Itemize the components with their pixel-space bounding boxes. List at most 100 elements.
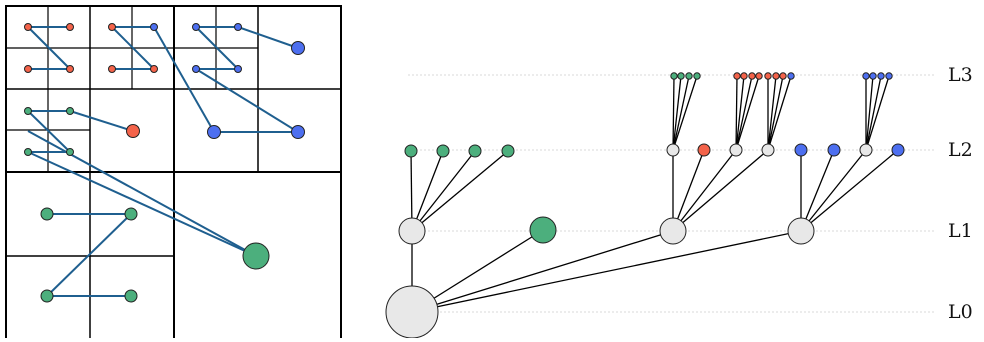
tree-edge — [411, 150, 509, 232]
internal-node — [659, 217, 687, 245]
z-order-segments — [27, 26, 299, 297]
z-order-segment — [195, 68, 299, 133]
z-order-segment — [153, 26, 215, 133]
point-red — [24, 23, 32, 31]
point-green — [40, 289, 54, 303]
leaf-node-blue — [827, 143, 841, 157]
tree-edge — [767, 75, 784, 151]
point-blue — [291, 125, 305, 139]
point-red — [126, 124, 140, 138]
leaf-node-red — [764, 72, 772, 80]
leaf-node-blue — [885, 72, 893, 80]
z-order-segment — [195, 26, 239, 70]
level-label-l2: L2 — [948, 139, 973, 161]
point-blue — [150, 23, 158, 31]
tree-edge — [735, 75, 738, 151]
tree-edge — [672, 149, 737, 232]
leaf-node-red — [779, 72, 787, 80]
point-green — [124, 207, 138, 221]
point-red — [108, 23, 116, 31]
leaf-node-red — [697, 143, 711, 157]
tree-edge — [411, 150, 476, 232]
tree-edge — [767, 75, 777, 151]
point-red — [108, 65, 116, 73]
point-green — [66, 148, 74, 156]
internal-node — [761, 143, 775, 157]
leaf-node-blue — [787, 72, 795, 80]
point-red — [66, 23, 74, 31]
point-red — [24, 65, 32, 73]
tree-edge — [411, 150, 444, 232]
z-order-segment — [27, 130, 257, 257]
root-node — [385, 285, 439, 339]
leaf-node-red — [740, 72, 748, 80]
quadtree-points — [24, 23, 305, 303]
leaf-node-green — [468, 144, 482, 158]
z-order-segment — [237, 26, 299, 49]
quadtree-panel — [5, 5, 342, 342]
leaf-node-blue — [794, 143, 808, 157]
point-red — [66, 65, 74, 73]
tree-edge — [411, 230, 674, 313]
tree-edge — [800, 149, 899, 232]
leaf-node-red — [772, 72, 780, 80]
leaf-node-green — [685, 72, 693, 80]
leaf-node-blue — [869, 72, 877, 80]
point-blue — [291, 41, 305, 55]
point-green — [24, 148, 32, 156]
leaf-node-green-large — [529, 216, 557, 244]
leaf-node-green — [693, 72, 701, 80]
tree-edge — [735, 75, 753, 151]
tree-edge — [672, 75, 675, 151]
point-blue — [234, 23, 242, 31]
z-order-segment — [69, 110, 134, 132]
leaf-node-green — [501, 144, 515, 158]
z-order-segment — [111, 26, 155, 70]
level-label-l1: L1 — [948, 220, 973, 242]
point-green — [66, 107, 74, 115]
tree-nodes — [385, 72, 905, 339]
tree-edge — [735, 75, 760, 151]
tree-panel — [385, 72, 935, 339]
leaf-node-red — [733, 72, 741, 80]
internal-node — [787, 217, 815, 245]
leaf-node-blue — [891, 143, 905, 157]
internal-node — [398, 217, 426, 245]
tree-edge — [672, 149, 705, 232]
tree-edge — [672, 149, 769, 232]
point-green — [124, 289, 138, 303]
level-label-l3: L3 — [948, 64, 973, 86]
tree-edge — [865, 75, 890, 151]
tree-edge — [865, 75, 874, 151]
leaf-node-blue — [862, 72, 870, 80]
tree-edge — [767, 75, 792, 151]
leaf-node-green — [670, 72, 678, 80]
tree-edges — [410, 75, 899, 313]
point-blue — [207, 125, 221, 139]
leaf-node-green — [404, 144, 418, 158]
point-green — [24, 107, 32, 115]
point-blue — [234, 65, 242, 73]
point-green — [40, 207, 54, 221]
leaf-node-red — [748, 72, 756, 80]
tree-edge — [672, 75, 690, 151]
tree-edge — [672, 75, 698, 151]
level-label-l0: L0 — [948, 301, 973, 323]
point-red — [150, 65, 158, 73]
level-guides — [408, 74, 935, 313]
tree-edge — [800, 149, 867, 232]
tree-edge — [411, 230, 802, 313]
tree-edge — [865, 75, 882, 151]
point-green-large — [242, 242, 270, 270]
internal-node — [859, 143, 873, 157]
z-order-segment — [27, 26, 71, 70]
z-order-segment — [46, 213, 132, 297]
leaf-node-green — [677, 72, 685, 80]
z-order-segment — [27, 151, 257, 257]
internal-node — [729, 143, 743, 157]
z-order-segment — [27, 110, 71, 153]
point-blue — [192, 23, 200, 31]
point-blue — [192, 65, 200, 73]
